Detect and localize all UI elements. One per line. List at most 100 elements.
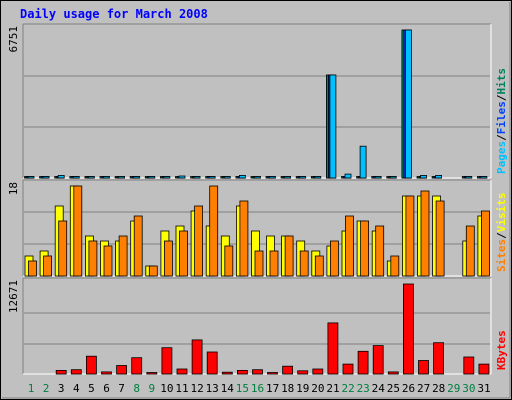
bar-pages	[269, 176, 276, 179]
legend-entry: /	[495, 94, 508, 101]
bar-sites	[28, 260, 37, 277]
bar-kbytes	[478, 363, 490, 375]
bar-pages	[103, 176, 110, 179]
bar-kbytes	[297, 370, 309, 375]
x-tick-label: 25	[387, 382, 400, 395]
bar-sites	[345, 215, 354, 277]
x-tick-label: 7	[118, 382, 125, 395]
chart-title: Daily usage for March 2008	[20, 7, 208, 21]
bar-sites	[360, 220, 370, 277]
bar-kbytes	[372, 345, 384, 375]
bar-kbytes	[191, 339, 203, 375]
bar-sites	[43, 255, 52, 277]
bar-kbytes	[342, 363, 354, 375]
x-tick-label: 23	[357, 382, 370, 395]
bar-sites	[148, 265, 158, 277]
bar-sites	[103, 245, 113, 277]
x-tick-label: 10	[160, 382, 173, 395]
bar-pages	[148, 176, 156, 179]
bar-kbytes	[55, 369, 67, 375]
bar-kbytes	[236, 369, 248, 375]
bar-kbytes	[70, 369, 82, 375]
bar-sites	[163, 240, 173, 277]
bar-pages	[57, 174, 65, 179]
bar-kbytes	[206, 351, 218, 375]
bar-kbytes	[221, 371, 233, 375]
x-tick-label: 4	[73, 382, 80, 395]
bar-pages	[344, 173, 352, 179]
legend-entry: /	[495, 134, 508, 141]
x-tick-label: 19	[296, 382, 309, 395]
bar-kbytes	[357, 350, 369, 375]
bar-sites	[118, 235, 128, 277]
bar-sites	[284, 235, 294, 277]
bar-sites	[314, 255, 324, 277]
x-tick-label: 20	[311, 382, 324, 395]
bar-sites	[194, 205, 204, 277]
bar-kbytes	[282, 365, 294, 375]
bar-sites	[209, 185, 219, 277]
bar-sites	[435, 200, 445, 277]
bar-pages	[72, 176, 80, 179]
bar-pages	[374, 176, 382, 179]
bar-pages	[42, 176, 50, 179]
x-tick-label: 17	[266, 382, 279, 395]
x-tick-label: 30	[462, 382, 475, 395]
bar-sites	[480, 210, 490, 277]
legend-entry: Pages	[495, 141, 508, 174]
x-tick-label: 1	[28, 382, 35, 395]
x-tick-label: 27	[417, 382, 430, 395]
legend-entry: Files	[495, 101, 508, 134]
bar-sites	[133, 215, 143, 277]
bar-sites	[375, 225, 385, 277]
x-tick-label: 6	[103, 382, 110, 395]
x-tick-label: 28	[432, 382, 445, 395]
bar-pages	[88, 176, 95, 179]
bar-kbytes	[402, 283, 414, 375]
y-max-label: 18	[7, 182, 20, 195]
bar-kbytes	[86, 355, 97, 375]
bar-pages	[329, 74, 337, 179]
panel-kbytes: 12671 KBytes	[7, 277, 508, 375]
bar-pages	[163, 176, 171, 179]
bar-pages	[178, 175, 186, 179]
bar-pages	[133, 176, 141, 179]
x-tick-label: 18	[281, 382, 294, 395]
x-tick-label: 16	[251, 382, 264, 395]
x-tick-label: 31	[477, 382, 490, 395]
panel-background	[23, 24, 491, 178]
panel-legend: KBytes	[495, 330, 508, 370]
bar-sites	[254, 250, 264, 277]
bar-sites	[329, 240, 339, 277]
x-tick-label: 15	[236, 382, 249, 395]
bar-pages	[208, 176, 216, 179]
bar-kbytes	[176, 368, 188, 375]
y-max-label: 12671	[7, 280, 20, 313]
bar-sites	[239, 200, 249, 277]
x-tick-label: 21	[326, 382, 339, 395]
bar-sites	[390, 255, 400, 277]
bar-kbytes	[146, 372, 158, 375]
bar-kbytes	[161, 347, 173, 375]
bar-sites	[88, 240, 98, 277]
bar-sites	[299, 250, 309, 277]
bar-pages	[314, 176, 322, 179]
bar-pages	[238, 174, 246, 179]
legend-entry: KBytes	[495, 330, 508, 370]
bar-sites	[405, 195, 415, 277]
bar-sites	[465, 225, 475, 277]
panel-legend: Pages/Files/Hits	[495, 68, 508, 174]
bar-pages	[465, 176, 473, 179]
bar-kbytes	[433, 342, 445, 375]
x-tick-label: 5	[88, 382, 95, 395]
panel-visits_sites: 18 Sites/Visits	[7, 179, 508, 277]
bar-pages	[389, 176, 397, 179]
bar-pages	[299, 176, 307, 179]
bar-pages	[223, 176, 231, 179]
bar-pages	[27, 176, 35, 179]
bar-kbytes	[312, 368, 324, 375]
bar-pages	[284, 176, 292, 179]
bar-sites	[420, 190, 430, 277]
bar-pages	[420, 174, 427, 179]
